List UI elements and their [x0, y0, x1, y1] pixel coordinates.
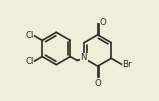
Text: Cl: Cl	[26, 56, 34, 66]
Text: O: O	[94, 79, 101, 88]
Text: Cl: Cl	[26, 31, 34, 41]
Text: Br: Br	[122, 60, 131, 69]
Text: O: O	[100, 18, 106, 27]
Text: N: N	[80, 53, 87, 62]
